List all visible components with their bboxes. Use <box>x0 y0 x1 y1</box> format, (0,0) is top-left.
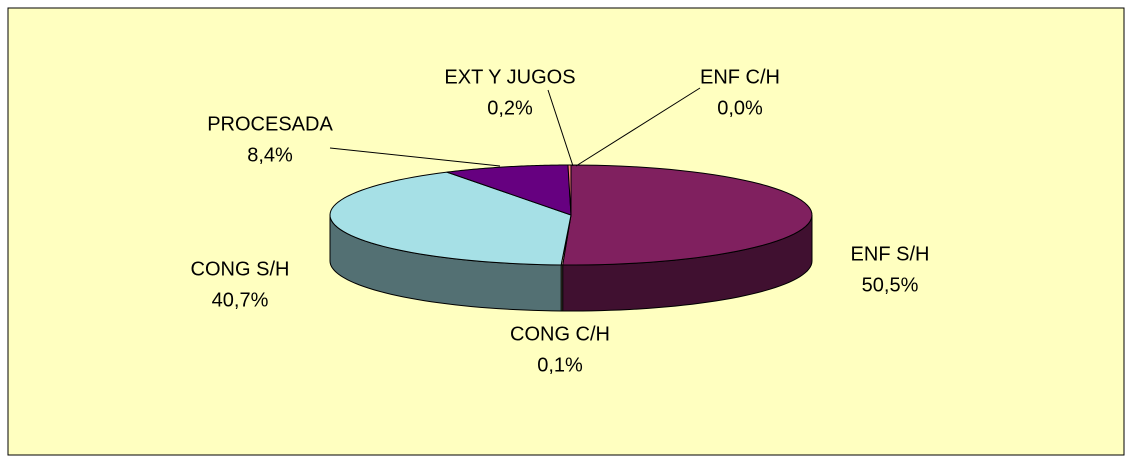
slice-label: CONG S/H <box>191 258 290 280</box>
pie-labels: ENF S/H 50,5% CONG C/H 0,1% CONG S/H 40,7% PRO… <box>191 66 930 376</box>
slice-value-label: 0,1% <box>537 354 583 376</box>
slice <box>562 164 813 266</box>
slice-value-label: 40,7% <box>212 289 269 311</box>
slice-value-label: 0,2% <box>487 97 533 119</box>
slice-label: ENF C/H <box>700 66 780 88</box>
slice-value-label: 8,4% <box>247 144 293 166</box>
slice <box>329 171 572 266</box>
slice-value-label: 0,0% <box>717 97 763 119</box>
slice-value-label: 50,5% <box>862 274 919 296</box>
leader-line <box>547 89 574 167</box>
slice-label: ENF S/H <box>851 243 930 265</box>
slice-label: PROCESADA <box>207 113 333 135</box>
slice-label: CONG C/H <box>510 323 610 345</box>
leader-line <box>575 87 701 167</box>
slice <box>446 164 572 216</box>
leader-line <box>329 147 501 167</box>
slice-label: EXT Y JUGOS <box>444 66 575 88</box>
pie-tops <box>329 164 813 266</box>
